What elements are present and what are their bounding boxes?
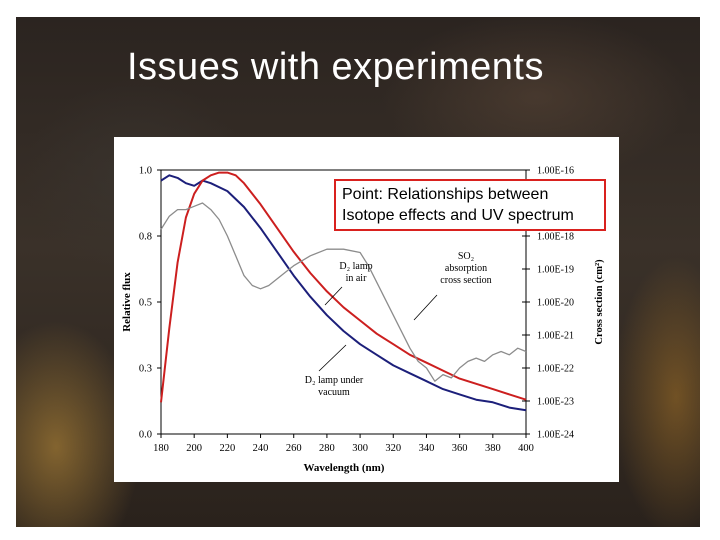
y-right-tick-label: 1.00E-22 (537, 364, 574, 375)
annotation-so2-cross-section: SO₂ absorption cross section (440, 251, 491, 286)
y-left-tick-label: 0.8 (139, 232, 152, 243)
x-tick-label: 340 (419, 443, 435, 454)
x-tick-label: 380 (485, 443, 501, 454)
annotation-arrow-d2-vac (318, 344, 347, 372)
y-right-tick-label: 1.00E-24 (537, 430, 574, 441)
annotation-arrow-so2 (413, 294, 438, 321)
y-right-tick-label: 1.00E-20 (537, 298, 574, 309)
series-so2-cross-section (160, 202, 527, 382)
y-right-axis-label: Cross section (cm²) (594, 259, 605, 345)
x-tick-label: 300 (352, 443, 368, 454)
y-left-tick-label: 1.0 (139, 166, 152, 177)
x-tick-label: 200 (186, 443, 202, 454)
y-right-tick-label: 1.00E-16 (537, 166, 574, 177)
y-right-tick-label: 1.00E-23 (537, 397, 574, 408)
series-d2-air (160, 171, 527, 403)
series-layer (160, 171, 527, 412)
x-axis-label: Wavelength (nm) (304, 462, 385, 474)
y-left-tick-label: 0.3 (139, 364, 152, 375)
annotation-d2-lamp-vacuum: D₂ lamp under vacuum (305, 375, 364, 398)
x-tick-label: 220 (219, 443, 235, 454)
x-tick-label: 280 (319, 443, 335, 454)
x-tick-label: 320 (385, 443, 401, 454)
slide-title: Issues with experiments (127, 46, 544, 88)
y-right-tick-label: 1.00E-18 (537, 232, 574, 243)
y-right-tick-label: 1.00E-19 (537, 265, 574, 276)
series-d2-vacuum (160, 174, 527, 412)
annotation-arrow-d2-air (324, 286, 343, 306)
y-left-tick-labels: 0.0 0.3 0.5 0.8 1.0 (139, 166, 161, 441)
annotation-d2-lamp-air: D₂ lamp in air (339, 261, 372, 284)
callout-line-1: Point: Relationships between (342, 186, 549, 203)
x-tick-labels: 180 200 220 240 260 280 300 320 340 360 380 400 (153, 434, 534, 454)
y-left-axis-label: Relative flux (121, 272, 133, 332)
chart-svg: 180 200 220 240 260 280 300 320 340 360 380 400 0.0… (121, 166, 605, 475)
x-tick-label: 360 (452, 443, 468, 454)
x-tick-label: 240 (253, 443, 269, 454)
point-callout-box: Point: Relationships between Isotope eff… (334, 179, 606, 231)
annotation-layer: D₂ lamp in air SO₂ absorption cross section D… (305, 251, 492, 398)
x-tick-label: 260 (286, 443, 302, 454)
y-left-tick-label: 0.5 (139, 298, 152, 309)
y-left-tick-label: 0.0 (139, 430, 152, 441)
x-tick-label: 180 (153, 443, 169, 454)
x-tick-label: 400 (518, 443, 534, 454)
y-right-tick-label: 1.00E-21 (537, 331, 574, 342)
callout-line-2: Isotope effects and UV spectrum (342, 207, 574, 224)
